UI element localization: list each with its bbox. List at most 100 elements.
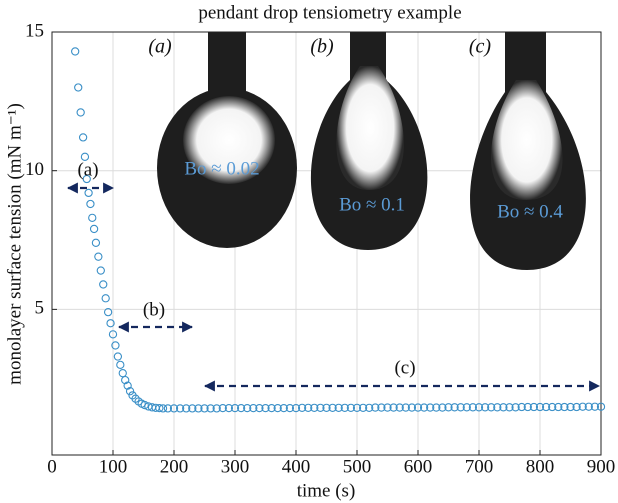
inset-label: (a) bbox=[148, 36, 172, 58]
data-point bbox=[358, 403, 368, 412]
data-point bbox=[590, 402, 600, 411]
chart-title: pendant drop tensiometry example bbox=[198, 2, 461, 23]
data-points bbox=[71, 47, 606, 413]
x-tick-label: 800 bbox=[526, 456, 555, 477]
data-point bbox=[218, 403, 227, 413]
data-point bbox=[249, 403, 258, 413]
data-point bbox=[89, 224, 99, 234]
data-point bbox=[121, 375, 130, 385]
annotation: (c) bbox=[394, 357, 415, 378]
data-point bbox=[111, 341, 120, 350]
data-point bbox=[426, 403, 435, 412]
data-point bbox=[76, 108, 85, 117]
data-point bbox=[438, 403, 447, 412]
drop-images bbox=[157, 32, 586, 270]
data-point bbox=[297, 403, 307, 412]
x-tick-label: 500 bbox=[343, 456, 372, 477]
data-point bbox=[230, 403, 240, 413]
data-point bbox=[113, 352, 123, 361]
data-point bbox=[71, 47, 80, 56]
x-tick-label: 0 bbox=[47, 456, 57, 477]
data-point bbox=[86, 199, 95, 209]
data-point bbox=[273, 403, 282, 413]
x-tick-label: 900 bbox=[587, 456, 616, 477]
data-point bbox=[444, 403, 453, 412]
data-point bbox=[548, 402, 557, 412]
data-point bbox=[84, 188, 93, 198]
data-point bbox=[96, 266, 105, 275]
data-point bbox=[94, 252, 103, 261]
data-point bbox=[291, 403, 301, 413]
x-tick-label: 200 bbox=[160, 456, 189, 477]
data-point bbox=[487, 403, 496, 412]
data-point bbox=[212, 404, 221, 413]
data-point bbox=[74, 83, 83, 92]
data-point bbox=[474, 403, 484, 412]
data-point bbox=[346, 403, 356, 412]
x-tick-label: 300 bbox=[221, 456, 250, 477]
data-point bbox=[572, 402, 581, 412]
data-point bbox=[468, 403, 478, 412]
y-tick-label: 10 bbox=[25, 159, 44, 180]
data-point bbox=[499, 403, 508, 412]
data-point bbox=[236, 403, 246, 413]
y-axis-title: monolayer surface tension (mN m⁻¹) bbox=[4, 103, 25, 385]
data-point bbox=[529, 402, 539, 412]
data-point bbox=[407, 403, 417, 412]
data-point bbox=[163, 404, 173, 413]
data-point bbox=[389, 403, 398, 412]
data-point bbox=[523, 402, 532, 412]
data-point bbox=[505, 403, 514, 412]
data-point bbox=[118, 369, 127, 378]
data-point bbox=[322, 403, 331, 412]
data-point bbox=[432, 403, 441, 412]
annotation: (a) bbox=[77, 159, 98, 180]
y-tick-label: 5 bbox=[35, 298, 45, 319]
x-tick-label: 400 bbox=[282, 456, 311, 477]
data-point bbox=[340, 403, 349, 412]
data-point bbox=[365, 403, 374, 412]
data-point bbox=[78, 133, 88, 142]
data-point bbox=[450, 403, 459, 412]
data-point bbox=[279, 403, 288, 413]
data-point bbox=[517, 402, 526, 412]
data-point bbox=[188, 404, 197, 413]
data-point bbox=[80, 152, 90, 161]
data-point bbox=[541, 402, 551, 412]
data-point bbox=[99, 280, 108, 289]
data-point bbox=[352, 403, 362, 412]
data-point bbox=[493, 403, 502, 412]
data-point bbox=[255, 403, 264, 413]
data-point bbox=[328, 403, 337, 412]
data-point bbox=[395, 403, 404, 412]
data-point bbox=[511, 403, 520, 412]
data-point bbox=[125, 387, 135, 396]
data-point bbox=[243, 403, 252, 413]
data-point bbox=[413, 403, 423, 412]
drop-highlight bbox=[183, 96, 275, 184]
inset-label: (c) bbox=[469, 36, 492, 58]
data-point bbox=[182, 404, 191, 413]
data-point bbox=[175, 404, 185, 413]
data-point bbox=[310, 403, 319, 412]
data-point bbox=[158, 404, 168, 413]
data-point bbox=[554, 402, 563, 412]
data-point bbox=[578, 402, 587, 411]
inset-bond-number: Bo ≈ 0.4 bbox=[497, 201, 563, 222]
y-tick-label: 15 bbox=[25, 20, 44, 41]
data-point bbox=[108, 330, 118, 339]
data-point bbox=[480, 403, 490, 412]
x-tick-label: 600 bbox=[404, 456, 433, 477]
data-point bbox=[267, 403, 276, 413]
data-point bbox=[261, 403, 270, 413]
data-point bbox=[103, 308, 113, 317]
x-axis-title: time (s) bbox=[297, 480, 356, 501]
drop-highlight bbox=[490, 80, 563, 200]
data-point bbox=[584, 402, 593, 411]
x-tick-label: 100 bbox=[99, 456, 128, 477]
annotation: (b) bbox=[143, 299, 165, 320]
data-point bbox=[194, 404, 203, 413]
data-point bbox=[560, 402, 569, 412]
data-point bbox=[91, 238, 101, 247]
